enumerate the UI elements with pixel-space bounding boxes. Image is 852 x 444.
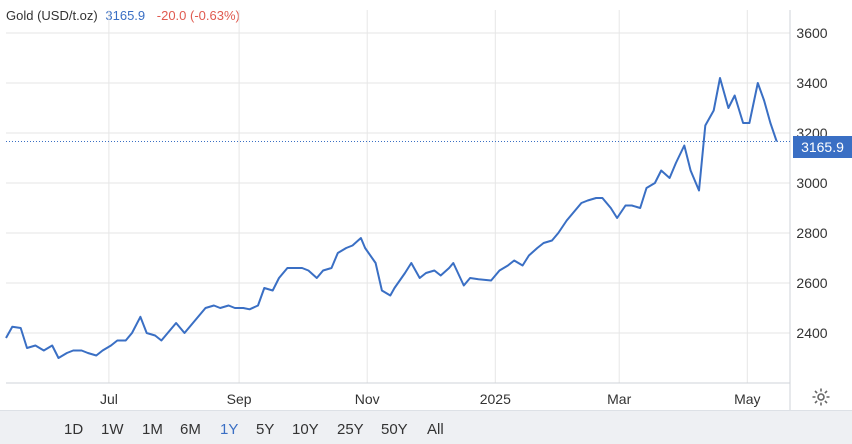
x-tick-label: Jul bbox=[100, 391, 118, 407]
x-tick-label: Sep bbox=[227, 391, 252, 407]
last-price-badge: 3165.9 bbox=[793, 136, 852, 158]
y-tick-label: 2600 bbox=[796, 275, 827, 291]
gear-icon[interactable] bbox=[811, 387, 831, 407]
chart-header: Gold (USD/t.oz) 3165.9 -20.0 (-0.63%) bbox=[6, 8, 240, 23]
y-tick-label: 3600 bbox=[796, 25, 827, 41]
instrument-name: Gold (USD/t.oz) bbox=[6, 8, 98, 23]
x-tick-label: Nov bbox=[355, 391, 380, 407]
range-25y[interactable]: 25Y bbox=[337, 421, 364, 438]
y-tick-label: 3400 bbox=[796, 75, 827, 91]
price-series-line bbox=[5, 77, 778, 359]
x-tick-label: Mar bbox=[607, 391, 631, 407]
range-10y[interactable]: 10Y bbox=[292, 421, 319, 438]
x-tick-label: May bbox=[734, 391, 760, 407]
y-tick-label: 3000 bbox=[796, 175, 827, 191]
y-tick-label: 2400 bbox=[796, 325, 827, 341]
range-selector: 1D 1W 1M 6M 1Y 5Y 10Y 25Y 50Y All bbox=[0, 410, 852, 444]
range-all[interactable]: All bbox=[427, 421, 444, 438]
range-1d[interactable]: 1D bbox=[64, 421, 84, 438]
x-tick-label: 2025 bbox=[480, 391, 511, 407]
range-1m[interactable]: 1M bbox=[142, 421, 163, 438]
range-1y[interactable]: 1Y bbox=[220, 421, 239, 438]
current-price: 3165.9 bbox=[105, 8, 146, 23]
range-1w[interactable]: 1W bbox=[101, 421, 124, 438]
range-6m[interactable]: 6M bbox=[180, 421, 201, 438]
range-5y[interactable]: 5Y bbox=[256, 421, 275, 438]
price-change: -20.0 (-0.63%) bbox=[156, 8, 240, 23]
range-50y[interactable]: 50Y bbox=[381, 421, 408, 438]
y-tick-label: 2800 bbox=[796, 225, 827, 241]
